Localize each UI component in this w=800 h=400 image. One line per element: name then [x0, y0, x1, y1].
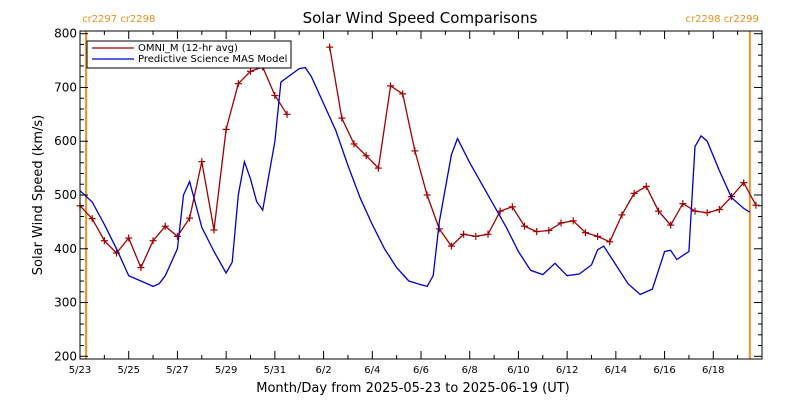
- y-tick-label: 600: [54, 134, 77, 148]
- data-point-omni: [460, 230, 468, 238]
- data-point-omni: [667, 221, 675, 229]
- data-point-omni: [387, 82, 395, 90]
- data-point-omni: [703, 209, 711, 217]
- data-point-omni: [740, 179, 748, 187]
- data-point-omni: [484, 230, 492, 238]
- data-point-omni: [411, 147, 419, 155]
- data-point-omni: [247, 67, 254, 75]
- legend-box: [86, 40, 292, 69]
- y-axis: 200 300 400 500 600 700 800: [54, 27, 762, 363]
- data-point-omni: [642, 182, 650, 190]
- data-point-omni: [618, 211, 626, 219]
- data-point-omni: [715, 206, 723, 214]
- x-tick-label: 6/6: [413, 365, 429, 376]
- data-point-omni: [752, 201, 760, 209]
- data-point-omni: [399, 90, 407, 98]
- data-point-omni: [198, 158, 206, 166]
- series-line-omni: [329, 46, 757, 248]
- data-point-omni: [581, 229, 589, 237]
- legend-label-omni: OMNI_M (12-hr avg): [138, 43, 238, 54]
- x-tick-label: 5/27: [166, 365, 188, 376]
- data-point-omni: [222, 125, 230, 133]
- x-tick-label: 6/12: [556, 365, 578, 376]
- data-point-omni: [137, 264, 145, 272]
- data-point-omni: [100, 237, 108, 245]
- x-tick-label: 6/16: [653, 365, 675, 376]
- x-axis: 5/23 5/25 5/27 5/29 5/31 6/2 6/4 6/6 6/8 6/10 6/12…: [69, 31, 739, 376]
- series-line-model: [79, 66, 751, 296]
- legend-label-model: Predictive Science MAS Model: [138, 54, 287, 65]
- data-point-omni: [210, 226, 218, 234]
- x-tick-label: 6/4: [364, 365, 380, 376]
- data-point-omni: [521, 222, 529, 230]
- x-tick-label: 5/31: [264, 365, 286, 376]
- x-tick-label: 5/23: [69, 365, 91, 376]
- data-point-omni: [508, 203, 516, 211]
- data-point-omni: [533, 228, 541, 236]
- data-point-omni: [149, 237, 157, 245]
- series-line-omni: [79, 66, 288, 270]
- data-point-omni: [557, 219, 565, 227]
- data-point-omni: [161, 222, 169, 230]
- y-tick-label: 800: [54, 27, 77, 41]
- data-point-omni: [173, 232, 181, 240]
- series-layer: [76, 43, 760, 296]
- data-point-omni: [594, 232, 602, 240]
- data-point-omni: [88, 215, 96, 223]
- data-point-omni: [234, 80, 242, 88]
- x-tick-label: 6/8: [462, 365, 478, 376]
- data-point-omni: [569, 217, 577, 225]
- x-tick-label: 5/25: [117, 365, 139, 376]
- y-axis-label: Solar Wind Speed (km/s): [31, 115, 46, 275]
- data-point-omni: [362, 152, 370, 160]
- data-point-omni: [679, 200, 687, 208]
- y-tick-label: 200: [54, 349, 77, 363]
- y-tick-label: 300: [54, 296, 77, 310]
- x-tick-label: 5/29: [215, 365, 237, 376]
- data-point-omni: [283, 110, 291, 118]
- x-tick-label: 6/2: [316, 365, 332, 376]
- data-point-omni: [186, 214, 194, 222]
- data-point-omni: [374, 164, 382, 172]
- data-point-omni: [326, 43, 334, 51]
- data-point-omni: [606, 238, 614, 246]
- x-tick-label: 6/10: [507, 365, 529, 376]
- data-point-omni: [271, 92, 279, 100]
- chart-title: Solar Wind Speed Comparisons: [303, 9, 538, 27]
- y-tick-label: 500: [54, 188, 77, 202]
- y-tick-label: 400: [54, 242, 77, 256]
- data-point-omni: [338, 114, 346, 122]
- data-point-omni: [125, 234, 133, 242]
- data-point-omni: [423, 191, 431, 199]
- data-point-omni: [630, 189, 638, 197]
- legend: OMNI_M (12-hr avg) Predictive Science MA…: [86, 40, 292, 69]
- carrington-label: cr2298 cr2299: [686, 14, 759, 25]
- x-axis-label: Month/Day from 2025-05-23 to 2025-06-19 …: [256, 381, 569, 396]
- plot-frame: [79, 30, 763, 360]
- x-tick-label: 6/14: [605, 365, 627, 376]
- data-point-omni: [691, 207, 699, 215]
- data-point-omni: [447, 242, 455, 250]
- x-tick-label: 6/18: [702, 365, 724, 376]
- y-tick-label: 700: [54, 80, 77, 94]
- data-point-omni: [472, 232, 480, 240]
- data-point-omni: [654, 207, 662, 215]
- data-point-omni: [545, 226, 553, 234]
- carrington-label: cr2297 cr2298: [82, 14, 155, 25]
- data-point-omni: [350, 140, 358, 148]
